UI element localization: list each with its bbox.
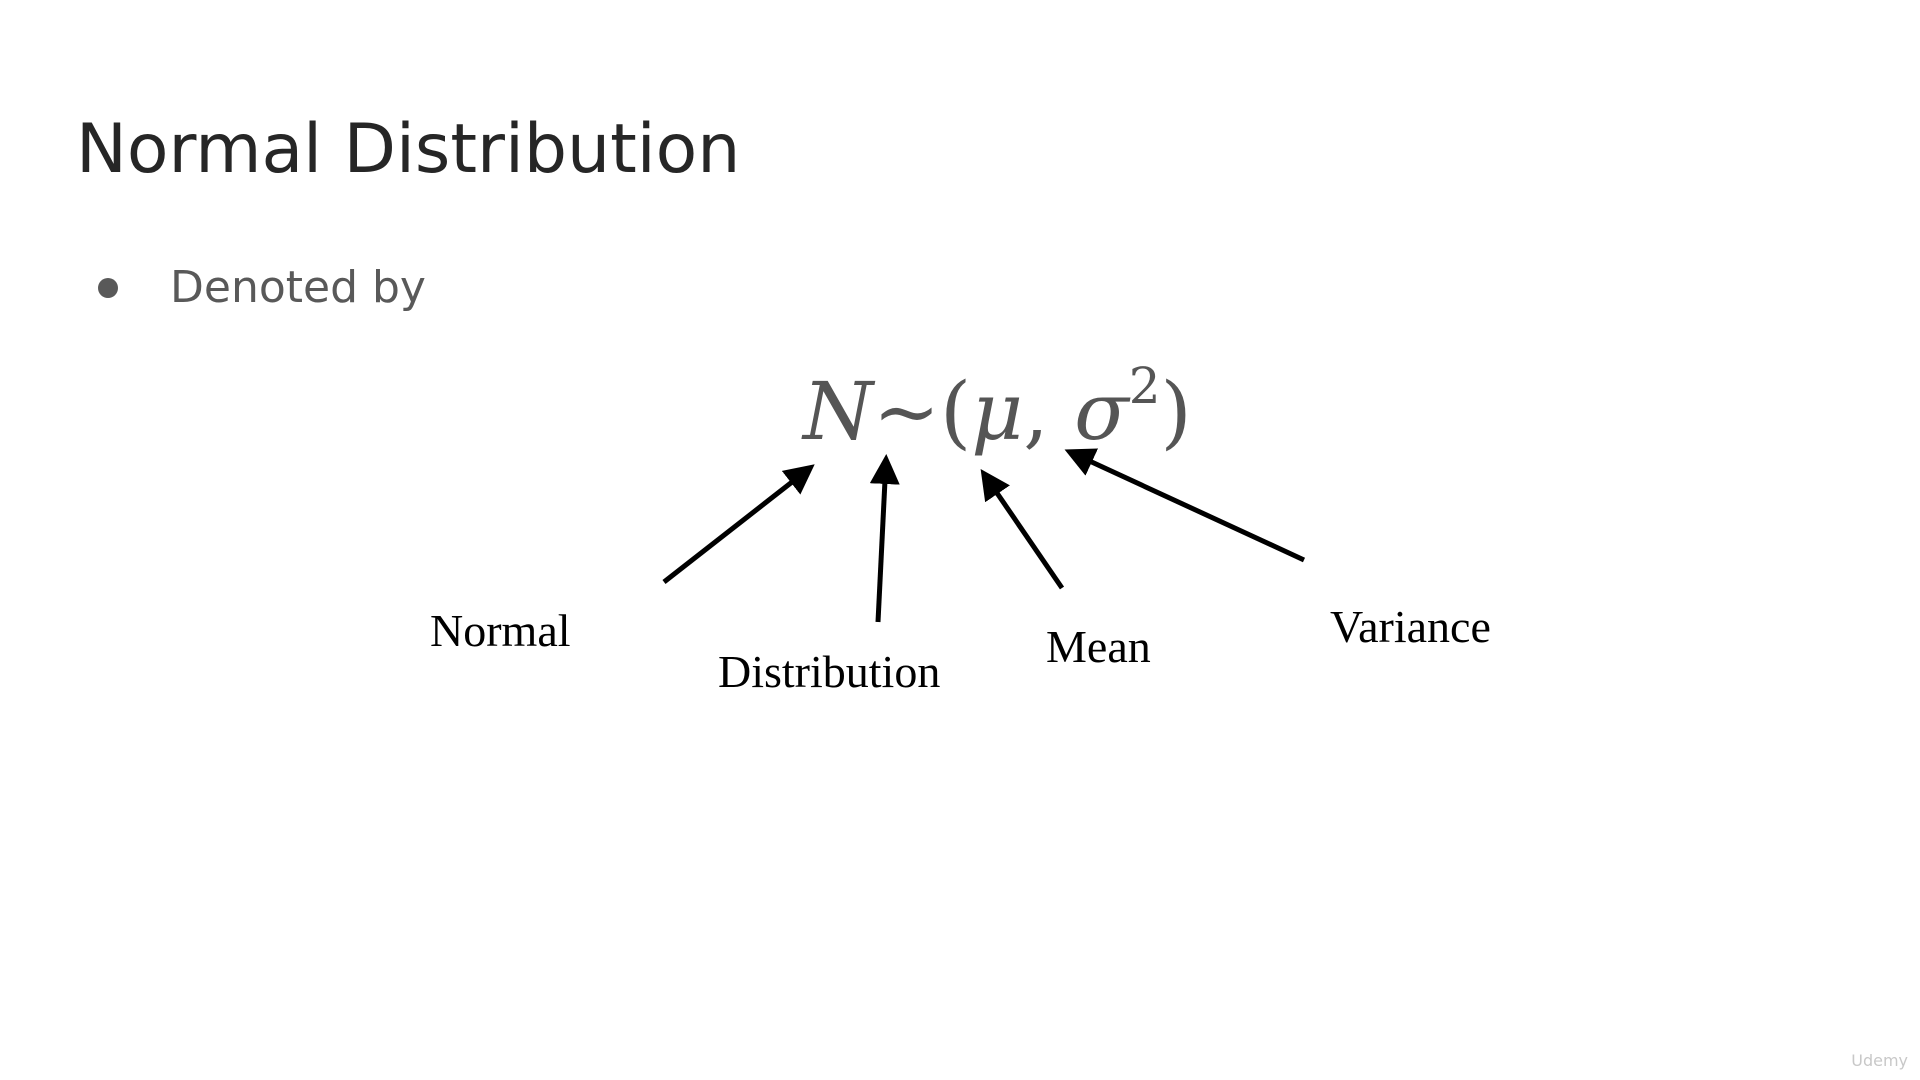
formula-n: N (803, 365, 873, 458)
udemy-watermark-logo: Udemy (1851, 1051, 1908, 1070)
arrow-mean (980, 469, 1065, 590)
slide-title: Normal Distribution (76, 110, 741, 189)
arrow-normal (662, 464, 815, 584)
formula-exponent: 2 (1128, 357, 1161, 416)
formula-tilde: ~ (873, 365, 941, 458)
arrow-distribution (869, 454, 900, 623)
label-normal: Normal (430, 605, 571, 656)
label-mean: Mean (1046, 621, 1151, 672)
label-distribution: Distribution (718, 646, 941, 697)
bullet-dot-icon (98, 277, 118, 298)
formula-close-paren: ) (1160, 365, 1192, 458)
formula-sigma: σ (1074, 365, 1129, 458)
formula-open-paren: ( (940, 365, 972, 458)
label-variance: Variance (1330, 601, 1491, 652)
formula-comma: , (1023, 365, 1049, 458)
normal-distribution-formula: N~(μ, σ2) (803, 361, 1192, 452)
arrow-variance (1064, 448, 1306, 563)
bullet-text: Denoted by (170, 262, 426, 313)
bullet-item: Denoted by (98, 262, 426, 313)
formula-mu: μ (971, 365, 1024, 458)
